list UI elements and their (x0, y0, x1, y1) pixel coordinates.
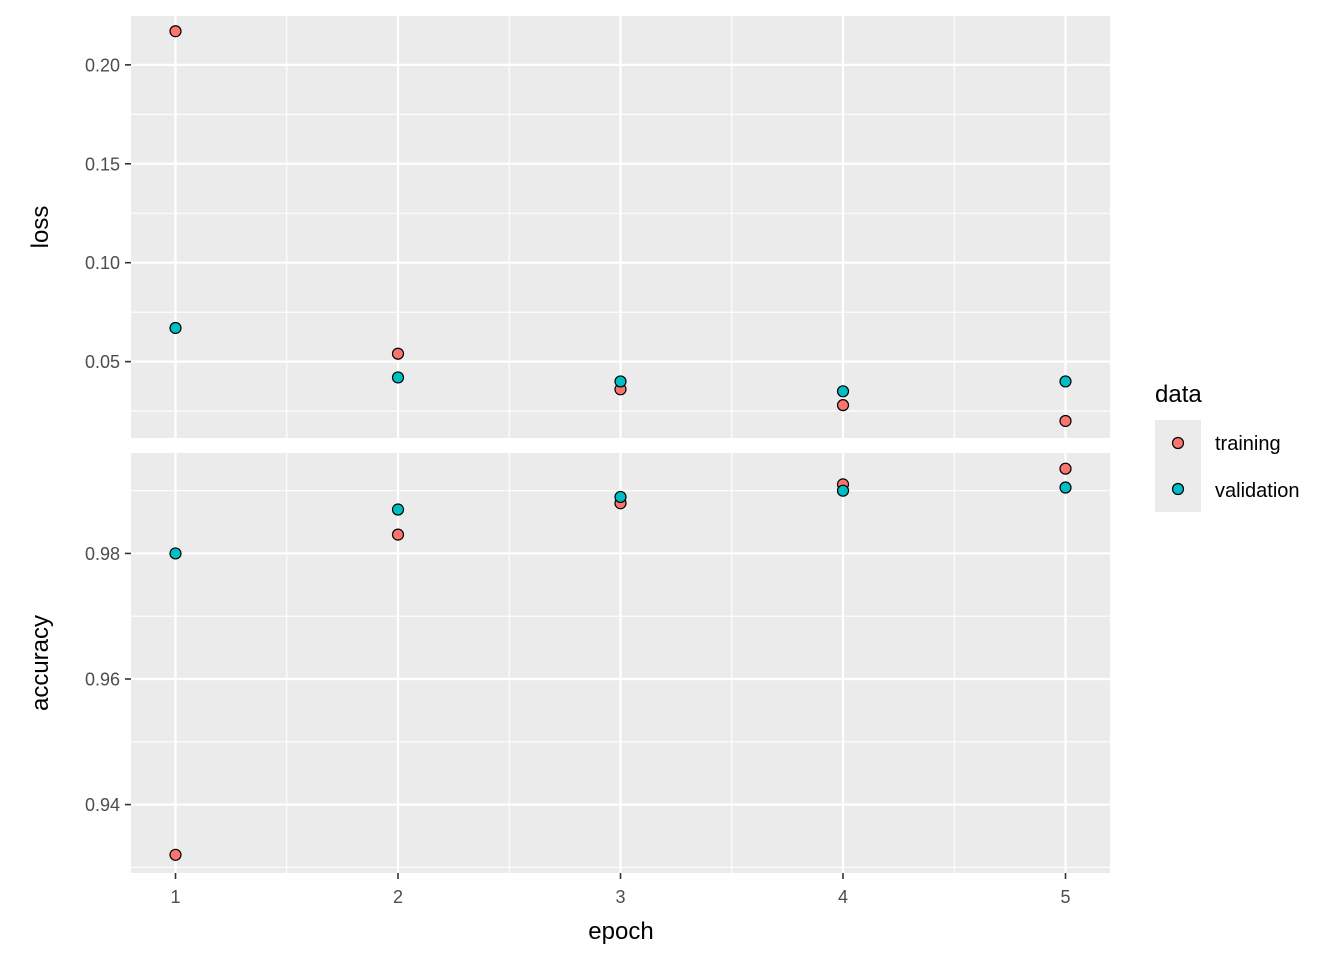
panel-accuracy: 0.94 0.96 0.98 (85, 453, 1110, 873)
legend-marker-validation (1171, 482, 1185, 496)
data-point-loss-validation (614, 375, 627, 388)
legend: data training validation (1155, 381, 1300, 512)
data-point-accuracy-validation (614, 490, 627, 504)
y-axis-title-loss: loss (27, 206, 54, 249)
y-tick-label: 0.15 (85, 154, 120, 174)
y-tick-label: 0.20 (85, 55, 120, 75)
legend-label-validation: validation (1215, 480, 1300, 502)
data-point-loss-training (169, 25, 182, 38)
legend-title: data (1155, 381, 1202, 408)
legend-label-training: training (1215, 433, 1281, 455)
data-point-accuracy-validation (169, 547, 182, 560)
x-tick-label: 3 (615, 887, 625, 907)
data-point-accuracy-validation (1059, 481, 1072, 494)
y-axis-title-accuracy: accuracy (27, 615, 54, 711)
data-point-loss-validation (836, 385, 850, 398)
x-axis: 1 2 3 4 5 (170, 873, 1071, 907)
y-tick-label: 0.98 (85, 544, 120, 564)
panel-loss: 0.05 0.10 0.15 0.20 (85, 14, 1110, 438)
data-point-loss-training (1059, 414, 1072, 428)
x-tick-label: 4 (838, 887, 848, 907)
y-tick-label: 0.10 (85, 253, 120, 273)
y-tick-label: 0.96 (85, 670, 120, 690)
legend-marker-training (1171, 436, 1185, 450)
x-tick-label: 1 (170, 887, 180, 907)
data-point-accuracy-training (1059, 462, 1072, 475)
data-point-loss-training (836, 399, 850, 412)
data-point-loss-training (391, 347, 405, 360)
data-point-loss-validation (391, 371, 405, 384)
data-point-loss-validation (169, 321, 182, 335)
x-tick-label: 5 (1060, 887, 1070, 907)
x-axis-title: epoch (588, 918, 653, 945)
data-point-accuracy-training (169, 848, 182, 861)
x-tick-label: 2 (393, 887, 403, 907)
data-point-accuracy-validation (836, 484, 850, 497)
y-tick-label: 0.94 (85, 795, 120, 815)
y-tick-label: 0.05 (85, 352, 120, 372)
data-point-accuracy-training (391, 528, 405, 541)
data-point-accuracy-validation (391, 503, 405, 516)
data-point-loss-validation (1059, 375, 1072, 388)
